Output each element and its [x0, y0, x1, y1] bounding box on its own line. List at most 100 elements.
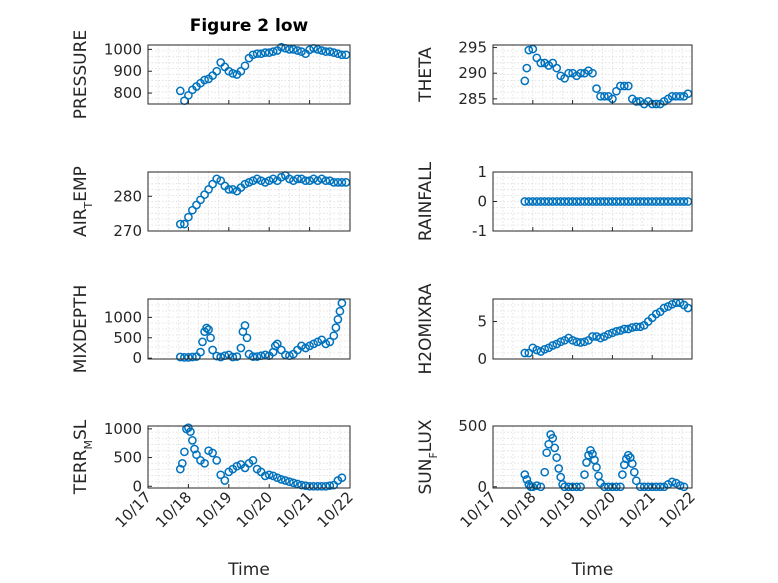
data-point: [619, 81, 629, 91]
data-point: [522, 475, 532, 484]
data-point: [623, 197, 633, 206]
series-terr_msl: [175, 423, 347, 491]
data-point: [548, 197, 558, 206]
data-point: [623, 324, 633, 334]
data-point: [333, 178, 343, 187]
data-point: [544, 439, 554, 449]
data-point: [576, 68, 585, 78]
data-point: [236, 343, 246, 353]
data-point: [248, 352, 258, 361]
data-point: [584, 197, 593, 206]
data-point: [679, 482, 689, 492]
x-tick-label: 10/19: [536, 488, 579, 531]
data-point: [600, 482, 609, 492]
data-point: [313, 45, 323, 54]
y-axis-label-main: TERR: [71, 449, 91, 495]
y-tick-label: 1: [477, 163, 487, 181]
y-tick-label: 1000: [104, 308, 142, 326]
data-point: [216, 352, 226, 362]
data-point: [655, 482, 665, 492]
data-point: [639, 197, 649, 206]
data-point: [619, 324, 629, 334]
data-point: [522, 63, 532, 73]
x-tick-label: 10/18: [152, 488, 195, 531]
data-point: [276, 42, 286, 52]
data-point: [560, 197, 569, 206]
y-tick-label: 295: [458, 39, 487, 57]
axes-box: [147, 44, 351, 105]
x-axis-label: Time: [227, 560, 270, 580]
data-point: [616, 326, 625, 335]
data-point: [524, 197, 534, 206]
data-point: [200, 75, 209, 85]
data-point: [268, 174, 278, 184]
data-point: [612, 326, 621, 336]
data-point: [198, 337, 207, 347]
data-point: [667, 91, 677, 101]
data-point: [272, 339, 282, 349]
y-tick-label: 1000: [104, 40, 142, 58]
data-point: [285, 477, 294, 487]
data-point: [639, 482, 649, 492]
data-point: [576, 482, 585, 492]
data-point: [224, 185, 234, 194]
data-point: [329, 331, 339, 341]
data-point: [592, 84, 601, 93]
data-point: [550, 443, 560, 453]
data-point: [619, 197, 629, 206]
data-point: [337, 50, 347, 60]
y-axis-label-main: RAINFALL: [416, 161, 436, 241]
y-tick-label: 900: [113, 62, 142, 80]
grid-lines: [493, 45, 692, 104]
y-tick-label: 5: [477, 313, 487, 331]
data-point: [240, 179, 250, 189]
x-tick-label: 10/20: [233, 488, 276, 531]
data-point: [297, 174, 306, 184]
y-axis-label-main: SUN: [416, 459, 436, 495]
data-point: [627, 197, 637, 206]
y-tick-label: -1: [472, 222, 487, 240]
data-point: [325, 481, 335, 491]
data-point: [556, 337, 566, 347]
y-tick-label: 500: [458, 417, 487, 435]
axes-box: [492, 44, 693, 105]
data-point: [608, 328, 617, 338]
data-point: [256, 49, 266, 59]
y-tick-label: 800: [113, 84, 142, 102]
data-point: [544, 197, 554, 206]
data-point: [212, 174, 222, 184]
data-point: [248, 456, 258, 465]
data-point: [335, 306, 345, 316]
data-point: [297, 47, 306, 56]
grid-lines: [148, 426, 350, 488]
data-point: [305, 45, 314, 55]
data-point: [659, 303, 669, 313]
y-axis-label-subscript: T: [82, 201, 95, 209]
data-point: [175, 219, 185, 229]
data-point: [293, 46, 302, 55]
data-point: [580, 470, 589, 479]
data-point: [667, 477, 677, 487]
data-point: [297, 480, 306, 490]
data-point: [552, 453, 562, 462]
data-point: [196, 347, 205, 357]
data-point: [659, 197, 669, 206]
data-point: [540, 197, 550, 206]
data-point: [520, 76, 530, 86]
y-axis-label-main: H2OMIXRA: [416, 283, 436, 374]
data-point: [604, 197, 613, 206]
data-point: [592, 462, 601, 472]
data-point: [337, 178, 347, 187]
y-axis-label: RAINFALL: [416, 161, 436, 241]
y-tick-label: 0: [477, 478, 487, 496]
data-point: [667, 197, 677, 206]
data-point: [576, 338, 585, 347]
data-point: [289, 478, 298, 488]
data-point: [220, 476, 230, 485]
x-axis-label: Time: [571, 560, 614, 580]
data-point: [313, 481, 323, 491]
y-tick-label: 280: [113, 187, 142, 205]
data-point: [289, 176, 298, 186]
y-axis-label-subscript: M: [82, 440, 95, 450]
data-point: [252, 352, 262, 361]
